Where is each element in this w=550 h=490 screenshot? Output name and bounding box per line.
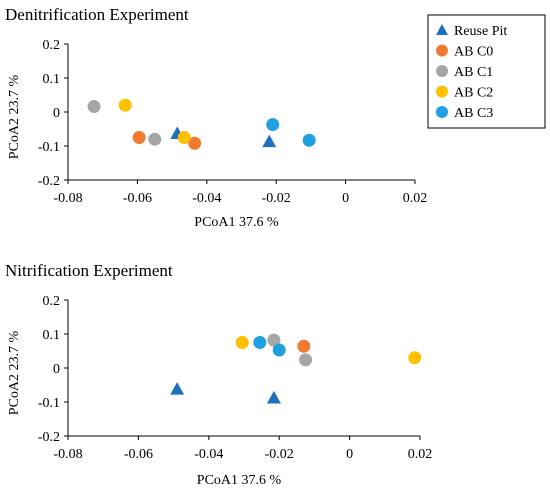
point-ab-c0: [297, 339, 311, 353]
legend-label: Reuse Pit: [454, 24, 507, 39]
x-axis-label: PCoA1 37.6 %: [194, 215, 279, 230]
point-reuse-pit: [266, 390, 281, 404]
legend: Reuse Pit AB C0 AB C1 AB C2 AB C3: [427, 14, 546, 129]
y-tick-label: -0.1: [38, 396, 60, 411]
x-tick-label: -0.04: [194, 447, 223, 462]
point-ab-c3: [302, 133, 316, 147]
y-axis-label: PCoA2 23.7 %: [7, 74, 22, 159]
x-tick-label: -0.08: [53, 191, 82, 206]
point-ab-c2: [177, 131, 191, 144]
y-tick-label: -0.1: [38, 140, 60, 155]
point-ab-c1: [299, 353, 313, 367]
legend-marker: [436, 44, 448, 57]
legend-label: AB C3: [454, 106, 493, 121]
legend-marker: [436, 65, 448, 77]
x-tick-label: -0.04: [192, 191, 221, 206]
panel-title: Denitrification Experiment: [5, 5, 189, 24]
x-tick-label: -0.02: [265, 447, 294, 462]
x-tick-label: -0.08: [53, 447, 82, 462]
point-ab-c1: [148, 132, 162, 146]
y-tick-label: 0.1: [43, 72, 61, 87]
y-tick-label: 0.2: [43, 38, 61, 53]
x-tick-label: 0.02: [408, 447, 433, 462]
legend-label: AB C1: [454, 65, 493, 80]
denitrification-panel: Denitrification Experiment 0.2 0.1 0 -0.1 -0.…: [5, 5, 546, 230]
legend-marker: [436, 24, 448, 35]
y-tick-label: 0.2: [43, 294, 61, 309]
point-ab-c2: [118, 98, 132, 112]
point-ab-c2: [408, 351, 422, 365]
legend-label: AB C0: [454, 45, 493, 60]
point-ab-c0: [188, 136, 202, 150]
legend-label: AB C2: [454, 86, 493, 101]
x-tick-label: -0.06: [124, 447, 153, 462]
y-tick-label: 0: [53, 106, 60, 121]
y-tick-label: 0: [53, 362, 60, 377]
point-ab-c1: [267, 333, 281, 347]
x-tick-label: 0: [346, 447, 353, 462]
point-reuse-pit: [262, 134, 277, 148]
point-ab-c2: [235, 336, 249, 349]
x-axis-label: PCoA1 37.6 %: [197, 473, 282, 488]
point-ab-c1: [87, 100, 101, 114]
point-ab-c0: [132, 131, 146, 144]
point-ab-c3: [253, 336, 267, 349]
x-tick-label: -0.02: [262, 191, 291, 206]
point-reuse-pit: [170, 382, 185, 395]
legend-marker: [436, 106, 448, 118]
point-ab-c3: [272, 343, 286, 357]
legend-marker: [436, 85, 448, 98]
point-ab-c3: [266, 118, 280, 132]
x-tick-label: 0.02: [403, 191, 428, 206]
x-tick-label: 0: [342, 191, 349, 206]
x-tick-label: -0.06: [123, 191, 152, 206]
nitrification-panel: Nitrification Experiment 0.2 0.1 0 -0.1 -0.2 -…: [5, 261, 432, 488]
panel-title: Nitrification Experiment: [5, 261, 173, 280]
y-tick-label: -0.2: [38, 430, 60, 445]
y-tick-label: -0.2: [38, 174, 60, 189]
y-axis-label: PCoA2 23.7 %: [7, 330, 22, 415]
y-tick-label: 0.1: [43, 328, 61, 343]
